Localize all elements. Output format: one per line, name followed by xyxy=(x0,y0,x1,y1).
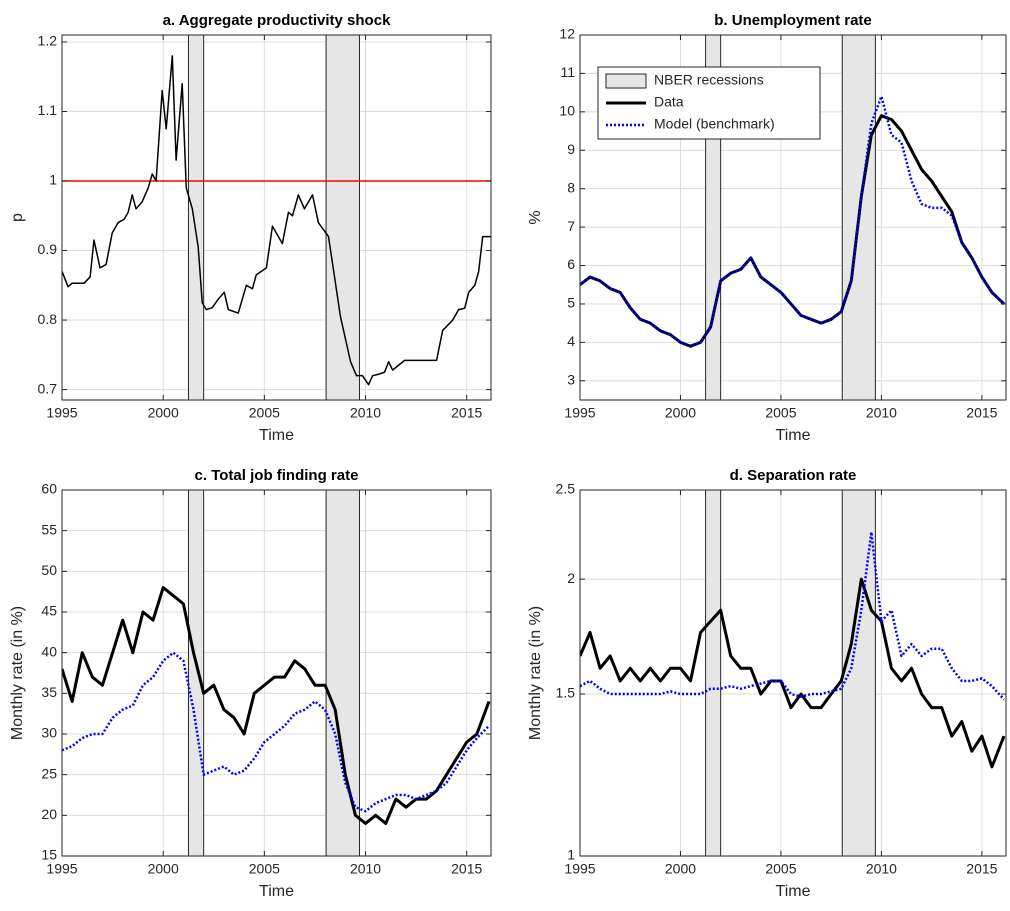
y-tick-label: 7 xyxy=(567,218,575,234)
x-tick-label: 2015 xyxy=(966,405,997,421)
x-tick-label: 1995 xyxy=(564,405,595,421)
x-tick-label: 2000 xyxy=(148,861,179,877)
y-tick-label: 0.7 xyxy=(38,380,58,396)
legend-label: NBER recessions xyxy=(654,72,764,88)
x-tick-label: 2015 xyxy=(451,861,482,877)
y-tick-label: 1.1 xyxy=(38,102,58,118)
axes-frame xyxy=(61,34,492,401)
panel: 1995 2000 2005 2010 2015 0.7 0.8 0.9 1 1.1 1.2 a. A… xyxy=(9,12,492,444)
y-tick-label: 0.9 xyxy=(38,241,58,257)
x-tick-label: 2000 xyxy=(148,405,179,421)
x-tick-label: 2005 xyxy=(765,861,796,877)
panel: 1995 2000 2005 2010 2015 1 1.5 2 2.5 d. Separatio… xyxy=(527,467,1007,900)
recession-band xyxy=(325,34,360,401)
y-tick-label: 0.8 xyxy=(38,311,58,327)
y-tick-label: 1.5 xyxy=(556,685,576,701)
y-tick-label: 50 xyxy=(41,562,57,578)
y-tick-label: 1.2 xyxy=(38,33,58,49)
y-axis-label: Monthly rate (in %) xyxy=(527,606,544,740)
x-tick-label: 2010 xyxy=(350,405,381,421)
x-tick-label: 1995 xyxy=(46,861,77,877)
recession-band xyxy=(187,489,205,857)
x-axis-label: Time xyxy=(776,883,811,900)
recession-band xyxy=(705,489,722,857)
panel: 1995 2000 2005 2010 2015 3 4 5 6 7 8 9 10 11 12 b. Unem… xyxy=(527,12,1007,444)
x-tick-label: 2010 xyxy=(866,861,897,877)
plot-area xyxy=(62,35,491,400)
y-tick-label: 5 xyxy=(567,295,575,311)
chart-title: b. Unemployment rate xyxy=(714,12,872,29)
axes-frame xyxy=(579,489,1007,857)
y-axis-label: % xyxy=(527,210,544,224)
legend-label: Model (benchmark) xyxy=(654,116,775,132)
x-tick-label: 1995 xyxy=(564,861,595,877)
legend-label: Data xyxy=(654,94,684,110)
y-tick-label: 8 xyxy=(567,179,575,195)
y-tick-label: 10 xyxy=(559,103,575,119)
y-tick-label: 4 xyxy=(567,333,575,349)
x-tick-label: 2005 xyxy=(249,405,280,421)
x-tick-label: 1995 xyxy=(46,405,77,421)
y-axis-label: Monthly rate (in %) xyxy=(9,606,26,740)
x-tick-label: 2015 xyxy=(966,861,997,877)
y-axis-label: p xyxy=(9,213,26,222)
y-tick-label: 3 xyxy=(567,371,575,387)
y-tick-label: 15 xyxy=(41,847,57,863)
series-line xyxy=(62,55,491,386)
y-tick-label: 6 xyxy=(567,256,575,272)
y-tick-label: 1 xyxy=(49,172,57,188)
recession-band xyxy=(325,489,360,857)
panel: 1995 2000 2005 2010 2015 15 20 25 30 35 40 45 50 55 60… xyxy=(9,467,492,900)
y-tick-label: 2 xyxy=(567,570,575,586)
x-tick-label: 2015 xyxy=(451,405,482,421)
y-tick-label: 60 xyxy=(41,481,57,497)
axes-frame xyxy=(579,34,1007,401)
x-tick-label: 2005 xyxy=(249,861,280,877)
x-tick-label: 2005 xyxy=(765,405,796,421)
y-tick-label: 2.5 xyxy=(556,481,576,497)
y-tick-label: 9 xyxy=(567,141,575,157)
recession-band xyxy=(187,34,205,401)
x-tick-label: 2010 xyxy=(866,405,897,421)
chart-title: a. Aggregate productivity shock xyxy=(163,12,391,29)
x-axis-label: Time xyxy=(259,883,294,900)
x-axis-label: Time xyxy=(259,427,294,444)
plot-area xyxy=(580,490,1006,856)
y-tick-label: 11 xyxy=(560,64,575,80)
y-tick-label: 1 xyxy=(567,847,575,863)
y-tick-label: 35 xyxy=(41,684,57,700)
series-line xyxy=(580,577,1006,769)
y-tick-label: 20 xyxy=(41,806,57,822)
y-tick-label: 55 xyxy=(41,521,57,537)
y-tick-label: 40 xyxy=(41,643,57,659)
x-axis-label: Time xyxy=(776,427,811,444)
y-tick-label: 45 xyxy=(41,603,57,619)
series-line xyxy=(62,651,490,813)
series-line xyxy=(580,114,1006,348)
x-tick-label: 2000 xyxy=(665,405,696,421)
x-tick-label: 2000 xyxy=(665,861,696,877)
plot-area xyxy=(62,490,491,856)
y-tick-label: 30 xyxy=(41,725,57,741)
y-tick-label: 12 xyxy=(559,26,575,42)
axes-frame xyxy=(61,489,492,857)
y-tick-label: 25 xyxy=(41,765,57,781)
chart-title: d. Separation rate xyxy=(730,467,857,484)
series-line xyxy=(580,530,1005,701)
chart-title: c. Total job finding rate xyxy=(195,467,359,484)
legend-swatch xyxy=(605,73,647,89)
x-tick-label: 2010 xyxy=(350,861,381,877)
